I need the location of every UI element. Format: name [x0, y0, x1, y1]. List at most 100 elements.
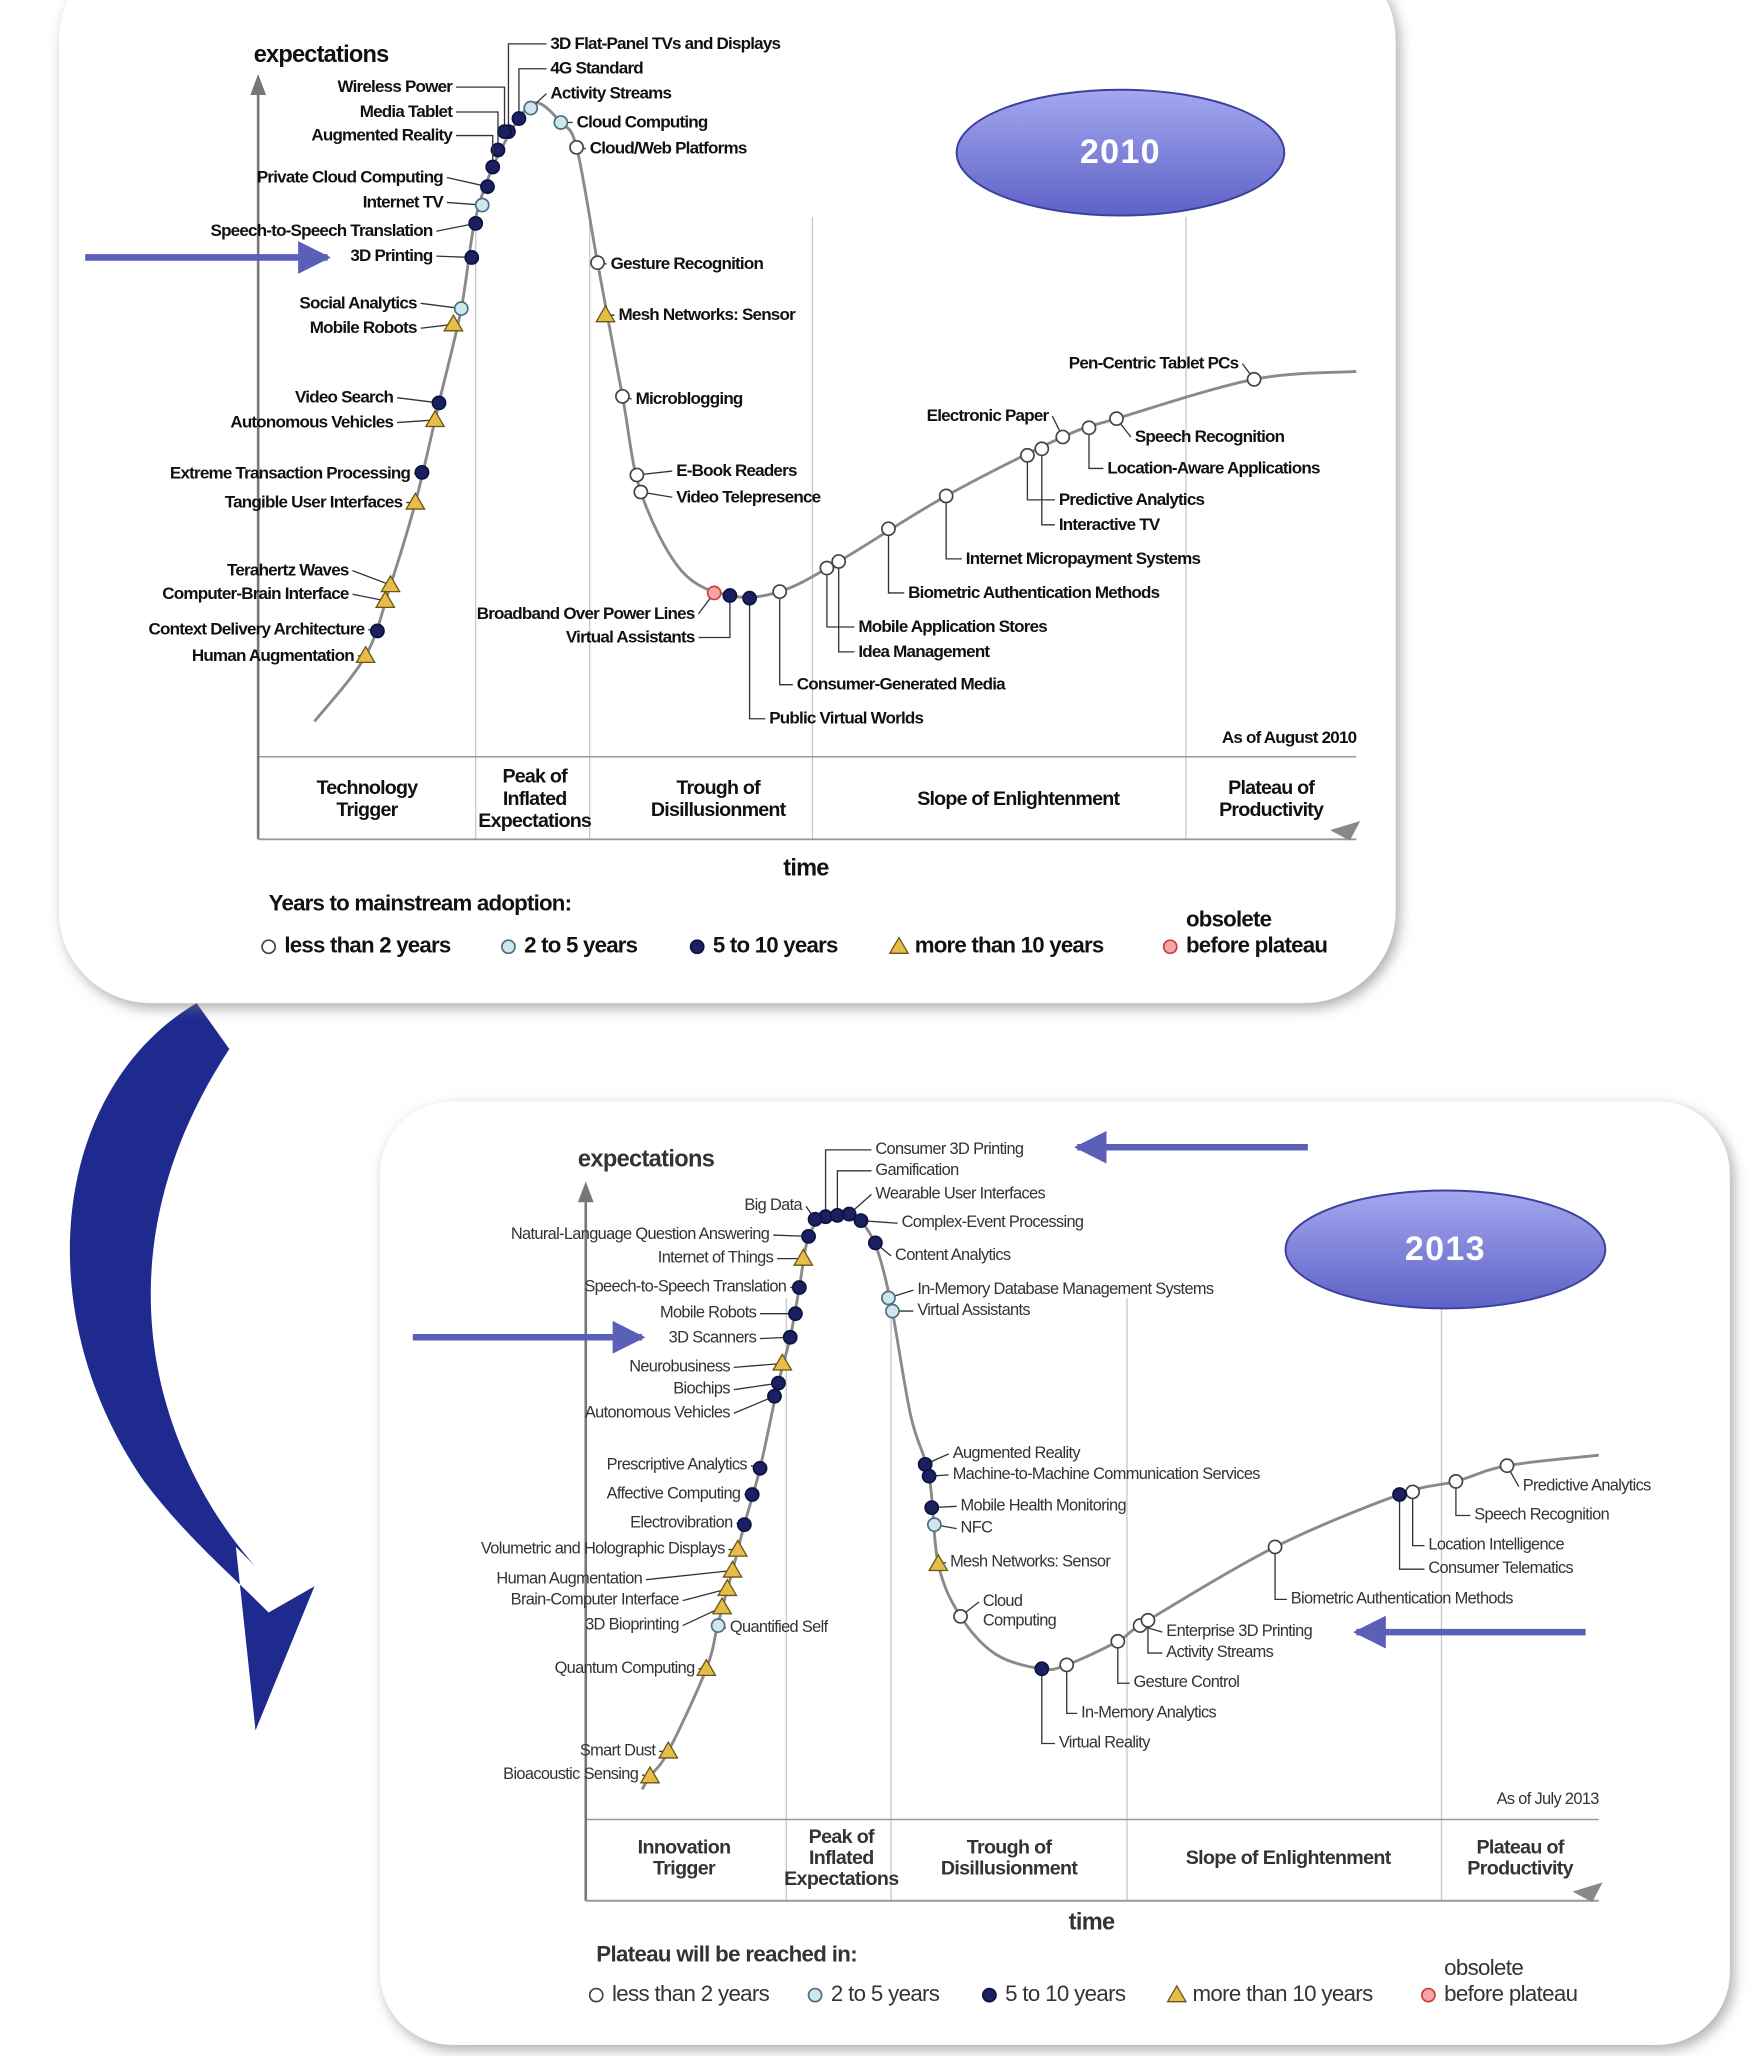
- transition-arrow: [69, 1003, 315, 1731]
- year-badge: [1284, 1189, 1607, 1310]
- technology-label-line: Gesture Recognition: [611, 254, 764, 273]
- legend-label: more than 10 years: [915, 933, 1104, 958]
- marker-triangle: [1166, 1984, 1188, 2003]
- technology-label: Broadband Over Power Lines: [477, 603, 695, 622]
- marker-circle: [771, 1375, 786, 1391]
- phase-label-line: Trough of: [676, 777, 761, 799]
- technology-label-line: Public Virtual Worlds: [769, 708, 923, 727]
- phase-label-line: Disillusionment: [941, 1857, 1079, 1879]
- phase-label-line: Productivity: [1467, 1857, 1573, 1879]
- leader-line: [1398, 1494, 1425, 1570]
- hype-cycle-2010: 2010 expectations time As of August 2010 Tec…: [85, 33, 1361, 958]
- marker-circle: [706, 585, 722, 601]
- technology-label: Speech-to-Speech Translation: [584, 1278, 786, 1296]
- y-axis-arrow: [577, 1181, 594, 1203]
- technology-label-line: Cloud: [983, 1592, 1023, 1610]
- marker-circle: [474, 197, 490, 213]
- marker-circle: [841, 1206, 857, 1222]
- technology-label-line: Wireless Power: [337, 77, 453, 96]
- marker-circle: [1110, 1633, 1126, 1649]
- technology-label-line: Electronic Paper: [927, 406, 1050, 425]
- marker-circle: [807, 1987, 823, 2003]
- technology-label-line: Gamification: [875, 1161, 959, 1179]
- legend-label: obsolete before plateau: [1186, 906, 1327, 957]
- marker-circle: [629, 467, 645, 483]
- marker-circle: [453, 301, 469, 316]
- technology-label: Virtual Assistants: [566, 627, 695, 646]
- technology-label: Biometric Authentication Methods: [1291, 1590, 1514, 1608]
- technology-label: Mesh Networks: Sensor: [950, 1553, 1111, 1571]
- y-axis-arrow: [250, 73, 267, 95]
- legend-label-line: obsolete: [1444, 1955, 1523, 1980]
- leader-line: [456, 134, 494, 168]
- technology-label-line: In-Memory Database Management Systems: [917, 1280, 1214, 1298]
- marker-circle: [921, 1468, 937, 1484]
- technology-label: 4G Standard: [550, 58, 643, 77]
- technology-label: Prescriptive Analytics: [607, 1456, 748, 1474]
- leader-line: [456, 111, 499, 150]
- leader-line: [456, 86, 506, 132]
- technology-label-line: Wearable User Interfaces: [875, 1185, 1045, 1203]
- marker-triangle: [355, 645, 376, 664]
- leader-line: [826, 568, 855, 628]
- x-axis-label: time: [783, 855, 829, 881]
- leader-line: [1066, 1664, 1078, 1715]
- technology-label: Public Virtual Worlds: [769, 708, 923, 727]
- phase-label: Slope of Enlightenment: [917, 788, 1120, 810]
- marker-circle: [881, 521, 896, 537]
- marker-circle: [772, 584, 788, 600]
- technology-label: Mobile Health Monitoring: [961, 1497, 1127, 1515]
- marker-circle: [1499, 1458, 1515, 1474]
- technology-label: 3D Scanners: [669, 1329, 757, 1347]
- technology-label-line: Activity Streams: [1166, 1643, 1273, 1661]
- technology-label: Quantum Computing: [555, 1659, 696, 1677]
- technology-label: Internet TV: [363, 192, 445, 211]
- technology-label-line: Augmented Reality: [311, 125, 453, 144]
- technology-label: 3D Bioprinting: [585, 1616, 679, 1634]
- technology-label: Wearable User Interfaces: [875, 1185, 1045, 1203]
- marker-triangle: [696, 1658, 717, 1677]
- marker-circle: [867, 1235, 883, 1251]
- marker-triangle: [595, 304, 616, 323]
- marker-circle: [588, 1987, 604, 2003]
- technology-label: Biometric Authentication Methods: [908, 582, 1160, 601]
- marker-circle: [1448, 1474, 1464, 1489]
- marker-triangle: [380, 574, 401, 593]
- technology-label: Natural-Language Question Answering: [511, 1225, 770, 1243]
- marker-circle: [689, 939, 705, 955]
- phase-label-line: Trigger: [653, 1857, 716, 1879]
- technology-label-line: Video Telepresence: [676, 487, 820, 506]
- technology-label: In-Memory Analytics: [1081, 1704, 1216, 1722]
- technology-label-line: Volumetric and Holographic Displays: [481, 1540, 725, 1558]
- technology-label-line: Quantum Computing: [555, 1659, 696, 1677]
- technology-label: Mobile Application Stores: [858, 617, 1047, 636]
- technology-label-line: E-Book Readers: [676, 461, 797, 480]
- technology-label-line: Speech-to-Speech Translation: [211, 221, 433, 240]
- technology-label: Terahertz Waves: [227, 560, 349, 579]
- marker-circle: [261, 939, 277, 955]
- technology-label: Augmented Reality: [953, 1444, 1082, 1462]
- leader-line: [748, 598, 766, 720]
- technology-label-line: Mesh Networks: Sensor: [619, 305, 797, 324]
- marker-circle: [633, 484, 649, 500]
- phase-label-line: Peak of: [809, 1826, 875, 1848]
- technology-label-line: Quantified Self: [730, 1619, 829, 1637]
- legend-label-line: 5 to 10 years: [713, 933, 838, 958]
- legend-label-line: obsolete: [1186, 906, 1272, 931]
- leader-line: [945, 495, 962, 560]
- marker-circle: [1246, 371, 1262, 387]
- marker-circle: [981, 1987, 997, 2003]
- leader-line: [1041, 1668, 1055, 1745]
- technology-label: Content Analytics: [895, 1246, 1011, 1264]
- leader-line: [838, 561, 855, 653]
- technology-label: Microblogging: [636, 388, 743, 407]
- legend-label-line: before plateau: [1444, 1981, 1577, 2006]
- leader-line: [733, 1362, 783, 1369]
- technology-label: Interactive TV: [1059, 514, 1161, 533]
- legend-label-line: 2 to 5 years: [524, 933, 638, 958]
- y-axis-label: expectations: [578, 1146, 715, 1172]
- phase-label-line: Expectations: [784, 1868, 899, 1890]
- marker-circle: [926, 1517, 942, 1533]
- marker-triangle: [927, 1553, 949, 1572]
